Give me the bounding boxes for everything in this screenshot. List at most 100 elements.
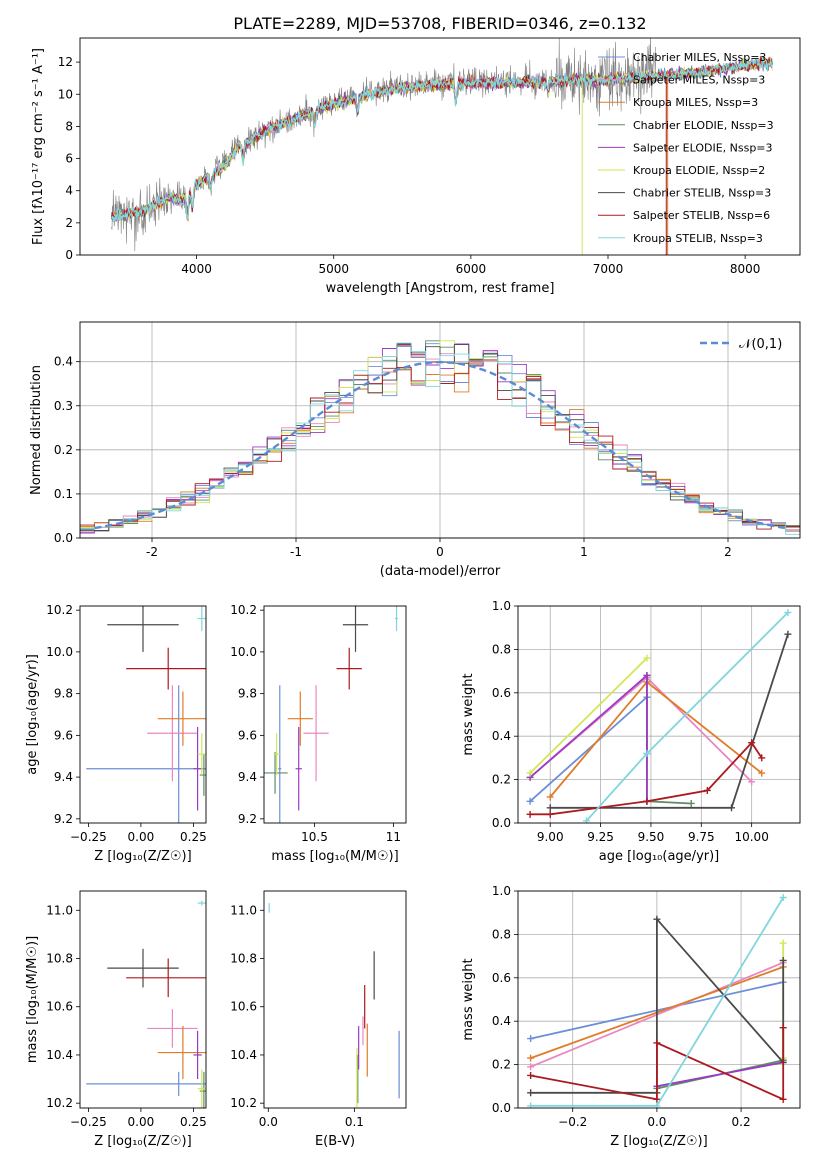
y-tick-label: 0.4 [492,1014,511,1028]
data-point-marker [546,793,554,801]
data-point-marker [546,810,554,818]
data-point-marker [643,654,651,662]
x-tick-label: 0.25 [180,830,207,844]
y-tick-label: 0.0 [492,1101,511,1115]
spectrum-plot-area [111,38,773,255]
data-point-marker [779,1024,787,1032]
data-point-marker [703,786,711,794]
axes-frame [517,890,801,1109]
x-tick-label: 5000 [318,262,349,276]
legend-entry: Salpeter ELODIE, Nssp=3 [633,141,773,154]
y-tick-label: 9.8 [54,687,73,701]
data-point-marker [779,939,787,947]
mass-vs-Z-panel: −0.25 0.00 0.25 10.2 10.4 10.6 10.8 11.0 Z [log₁… [25,890,207,1149]
x-tick-label: 9.50 [638,830,665,844]
data-point-marker [582,817,590,823]
x-tick-label: 0.0 [259,1115,278,1129]
y-tick-label: 10.4 [230,1048,257,1062]
x-tick-label: 9.75 [688,830,715,844]
data-point-marker [758,754,766,762]
data-point-marker [748,739,756,747]
data-point-marker [526,797,534,805]
data-point-marker [643,671,651,679]
data-point-marker [653,1095,661,1103]
axes-frame [79,605,207,824]
data-point-marker [546,804,554,812]
y-axis-label: mass weight [461,673,476,755]
y-tick-label: 10.2 [230,1096,257,1110]
y-tick-label: 6 [65,152,73,166]
x-tick-label: 1 [580,545,588,559]
y-tick-label: 0.6 [492,971,511,985]
y-axis-label: age [log₁₀(age/yr)] [25,654,40,775]
mass-vs-ebv-panel: 0.0 0.1 10.2 10.4 10.6 10.8 11.0 E(B-V) [230,890,407,1149]
y-tick-label: 0 [65,248,73,262]
model-spectrum-line [111,58,773,223]
y-tick-label: 9.2 [54,812,73,826]
axes-frame [263,605,407,824]
massweight-vs-Z-plot-area [527,894,787,1108]
normal-reference-curve [94,360,786,530]
x-axis-label: (data-model)/error [380,564,501,579]
x-tick-label: 0.25 [180,1115,207,1129]
legend-entry: Salpeter STELIB, Nssp=6 [633,209,770,222]
age-vs-mass-panel: 10.5 11 9.2 9.4 9.6 9.8 10.0 10.2 mass [log₁₀(M/… [230,603,407,864]
y-tick-label: 2 [65,216,73,230]
y-tick-label: 10 [58,87,73,101]
data-point-marker [527,1035,535,1043]
x-tick-label: 4000 [181,262,212,276]
x-axis-label: Z [log₁₀(Z/Z☉)] [94,849,191,864]
y-tick-label: 9.8 [238,687,257,701]
y-tick-label: 10.2 [46,1096,73,1110]
data-point-marker [784,609,792,617]
y-tick-label: 0.4 [492,729,511,743]
data-point-marker [653,1102,661,1108]
y-tick-label: 0.1 [54,487,73,501]
legend-entry: Salpeter MILES, Nssp=3 [633,74,765,87]
mass-weight-line [656,1061,784,1088]
x-axis-label: Z [log₁₀(Z/Z☉)] [610,1134,707,1149]
data-point-marker [687,799,695,807]
y-tick-label: 10.4 [46,1048,73,1062]
y-tick-label: 4 [65,184,73,198]
y-axis-label: Flux [fλ10⁻¹⁷ erg cm⁻² s⁻¹ A⁻¹] [31,48,46,245]
mass-vs-Z-plot-area [86,900,206,1108]
age-vs-Z-panel: −0.25 0.00 0.25 9.2 9.4 9.6 9.8 10.0 10.2 Z [log₁… [25,603,207,864]
y-tick-label: 10.6 [230,1000,257,1014]
data-point-marker [643,797,651,805]
data-point-marker [653,1039,661,1047]
data-point-marker [779,894,787,902]
y-tick-label: 1.0 [492,599,511,613]
y-tick-label: 9.6 [238,728,257,742]
axes-frame [79,890,207,1109]
y-tick-label: 0.8 [492,927,511,941]
y-tick-label: 10.6 [46,1000,73,1014]
histogram-panel: -2 -1 0 1 2 0.0 0.1 0.2 0.3 0.4 (data-model)/error… [29,321,801,579]
x-tick-label: −0.2 [558,1115,587,1129]
axes-frame [79,37,801,256]
y-tick-label: 11.0 [230,903,257,917]
x-tick-label: 0.0 [647,1115,666,1129]
y-tick-label: 10.8 [46,952,73,966]
x-axis-label: Z [log₁₀(Z/Z☉)] [94,1134,191,1149]
legend-entry: Chabrier ELODIE, Nssp=3 [633,119,774,132]
y-tick-label: 10.0 [230,645,257,659]
massweight-vs-Z-panel: −0.2 0.0 0.2 0.0 0.2 0.4 0.6 0.8 1.0 Z [log₁₀(Z/Z… [461,884,801,1149]
y-tick-label: 0.8 [492,642,511,656]
data-point-marker [779,1095,787,1103]
y-tick-label: 10.2 [230,603,257,617]
mass-weight-line [529,657,648,774]
x-tick-label: −0.25 [70,830,107,844]
data-point-marker [526,810,534,818]
x-tick-label: 8000 [730,262,761,276]
massweight-vs-age-panel: 9.00 9.25 9.50 9.75 10.00 0.0 0.2 0.4 0.6 0.8 1.0 a… [461,599,801,864]
x-tick-label: 2 [724,545,732,559]
x-tick-label: −0.25 [70,1115,107,1129]
legend-entry: 𝒩(0,1) [739,337,782,352]
data-point-marker [643,750,651,758]
y-tick-label: 12 [58,55,73,69]
y-axis-label: mass [log₁₀(M/M☉)] [25,936,40,1063]
y-tick-label: 11.0 [46,903,73,917]
